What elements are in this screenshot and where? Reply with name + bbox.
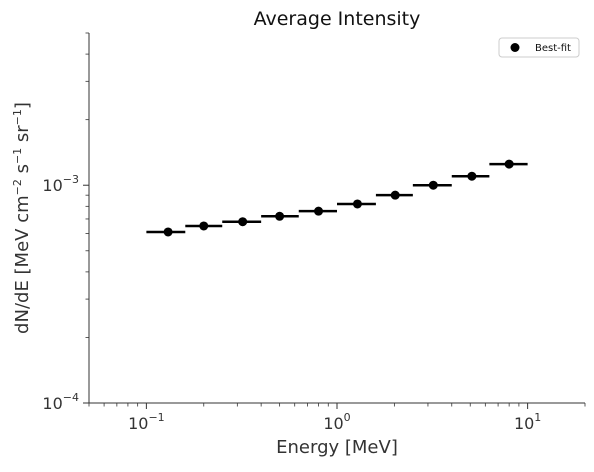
y-axis-label-mid1: s [12,164,33,179]
x-tick-label-base: 10 [514,414,534,433]
legend: Best-fit [498,37,580,58]
y-tick-label-exp: −4 [63,391,79,404]
data-point [199,221,209,231]
data-point [314,206,324,216]
y-axis-label-mid2: sr [12,125,33,148]
y-axis-label-end: ] [12,102,33,109]
data-point [163,227,173,237]
data-point [275,211,285,221]
x-tick-label: 10−1 [128,411,165,433]
x-axis-label: Energy [MeV] [276,437,398,458]
x-tick-label-exp: 1 [534,411,541,424]
chart-title: Average Intensity [254,8,421,30]
data-point [352,199,362,209]
legend-label-best-fit: Best-fit [535,43,571,54]
data-point [238,217,248,227]
data-point [467,171,477,181]
x-tick-label-base: 10 [128,414,148,433]
y-axis-label: dN/dE [MeV cm−2 s−1 sr−1] [11,102,33,334]
y-axis-label-exp3: −1 [11,109,24,125]
y-axis-label-exp2: −1 [11,148,24,164]
y-tick-label-exp: −3 [63,173,79,186]
legend-box [498,37,580,58]
x-tick-label: 100 [323,411,350,433]
x-tick-label: 101 [514,411,541,433]
data-point [428,180,438,190]
y-axis-label-base: dN/dE [MeV cm [12,195,33,334]
y-tick-label-base: 10 [42,394,62,413]
y-axis-label-exp1: −2 [11,179,24,195]
data-point [504,159,514,169]
y-tick-label: 10−3 [42,173,79,195]
legend-marker-best-fit [510,43,520,52]
y-tick-label: 10−4 [42,391,79,413]
data-point [390,190,400,200]
x-tick-label-exp: −1 [148,411,164,424]
y-tick-label-base: 10 [42,176,62,195]
data-marks [146,159,528,237]
x-tick-label-base: 10 [323,414,343,433]
x-tick-label-exp: 0 [344,411,351,424]
